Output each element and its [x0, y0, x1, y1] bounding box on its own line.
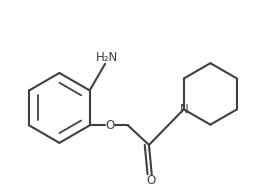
Text: O: O: [147, 174, 156, 187]
Text: O: O: [105, 119, 115, 132]
Text: N: N: [179, 103, 188, 116]
Text: H₂N: H₂N: [96, 51, 118, 64]
